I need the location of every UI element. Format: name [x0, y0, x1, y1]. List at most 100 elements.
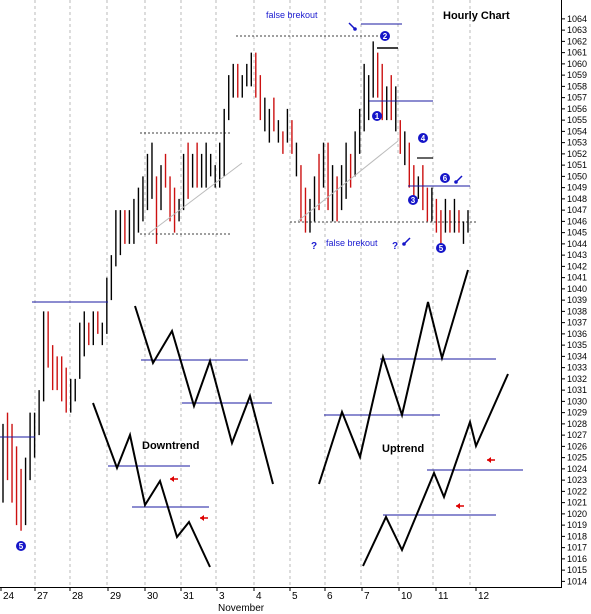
y-tick-label-1014: 1014: [567, 576, 587, 586]
y-tick-label-1022: 1022: [567, 486, 587, 496]
svg-text:2: 2: [383, 32, 388, 41]
y-tick-label-1052: 1052: [567, 149, 587, 159]
wave-marker-4: 4: [418, 133, 428, 143]
grid-lines: [34, 0, 471, 587]
wave-marker-1: 1: [372, 111, 382, 121]
y-tick-label-1058: 1058: [567, 81, 587, 91]
blue-arrow-right-tip: [454, 180, 458, 184]
blue-arrow-top-tip: [353, 27, 357, 31]
x-tick-label-10: 10: [401, 591, 413, 602]
y-tick-label-1053: 1053: [567, 138, 587, 148]
y-tick-label-1017: 1017: [567, 543, 587, 553]
question-mark-1: ?: [311, 241, 317, 252]
y-tick-label-1041: 1041: [567, 273, 587, 283]
y-tick-label-1023: 1023: [567, 475, 587, 485]
y-tick-label-1049: 1049: [567, 183, 587, 193]
x-tick-label-27: 27: [37, 591, 49, 602]
x-tick-label-6: 6: [327, 591, 333, 602]
false-breakout-top-label: false brekout: [266, 10, 318, 20]
uptrend-upper-zigzag: [318, 269, 469, 485]
svg-text:4: 4: [421, 134, 426, 143]
y-tick-label-1031: 1031: [567, 385, 587, 395]
wave-marker-2: 2: [380, 31, 390, 41]
svg-text:5: 5: [439, 244, 444, 253]
y-tick-label-1026: 1026: [567, 441, 587, 451]
downtrend-upper-zigzag: [134, 305, 274, 485]
y-tick-label-1061: 1061: [567, 48, 587, 58]
downtrend-lower-zigzag: [92, 402, 211, 568]
x-tick-label-29: 29: [110, 591, 122, 602]
downtrend-label: Downtrend: [142, 440, 199, 452]
svg-text:3: 3: [411, 196, 416, 205]
x-tick-label-5: 5: [292, 591, 298, 602]
y-tick-label-1034: 1034: [567, 351, 587, 361]
wave-marker-5-left: 5: [16, 541, 26, 551]
y-tick-label-1021: 1021: [567, 498, 587, 508]
red-arrow-4-head: [456, 503, 460, 509]
y-tick-label-1029: 1029: [567, 408, 587, 418]
y-tick-label-1025: 1025: [567, 453, 587, 463]
y-tick-label-1047: 1047: [567, 205, 587, 215]
y-tick-label-1064: 1064: [567, 14, 587, 24]
chart-title: Hourly Chart: [443, 10, 510, 22]
y-tick-label-1045: 1045: [567, 228, 587, 238]
question-mark-2: ?: [392, 241, 398, 252]
y-tick-label-1037: 1037: [567, 318, 587, 328]
y-tick-label-1063: 1063: [567, 25, 587, 35]
uptrend-label: Uptrend: [382, 443, 424, 455]
y-tick-label-1028: 1028: [567, 419, 587, 429]
y-tick-label-1050: 1050: [567, 171, 587, 181]
x-tick-label-4: 4: [256, 591, 262, 602]
chart-overlays: [0, 22, 523, 568]
trend-gray-1: [147, 162, 243, 235]
y-tick-label-1048: 1048: [567, 194, 587, 204]
y-tick-label-1062: 1062: [567, 36, 587, 46]
y-tick-label-1032: 1032: [567, 374, 587, 384]
y-tick-label-1043: 1043: [567, 250, 587, 260]
y-tick-label-1024: 1024: [567, 464, 587, 474]
y-tick-label-1040: 1040: [567, 284, 587, 294]
svg-text:5: 5: [19, 542, 24, 551]
price-bars: [2, 41, 469, 531]
uptrend-lower-zigzag: [362, 373, 509, 567]
x-tick-label-31: 31: [183, 591, 195, 602]
y-tick-label-1057: 1057: [567, 93, 587, 103]
x-tick-label-11: 11: [438, 591, 449, 602]
y-tick-label-1015: 1015: [567, 565, 587, 575]
svg-text:6: 6: [443, 174, 448, 183]
wave-marker-6: 6: [440, 173, 450, 183]
x-tick-label-7: 7: [364, 591, 370, 602]
y-tick-label-1060: 1060: [567, 59, 587, 69]
red-arrow-1-head: [170, 476, 174, 482]
y-tick-label-1020: 1020: [567, 509, 587, 519]
x-tick-label-12: 12: [478, 591, 490, 602]
x-tick-label-28: 28: [72, 591, 84, 602]
y-tick-label-1055: 1055: [567, 115, 587, 125]
month-label: November: [218, 603, 265, 614]
y-tick-label-1044: 1044: [567, 239, 587, 249]
false-breakout-bottom-label: false brekout: [326, 238, 378, 248]
blue-arrow-bottom-tip: [402, 242, 406, 246]
red-arrow-3-head: [487, 457, 491, 463]
y-tick-label-1019: 1019: [567, 520, 587, 530]
y-tick-label-1046: 1046: [567, 216, 587, 226]
y-tick-label-1056: 1056: [567, 104, 587, 114]
y-tick-label-1018: 1018: [567, 531, 587, 541]
red-arrow-2-head: [200, 515, 204, 521]
x-tick-label-30: 30: [147, 591, 159, 602]
y-tick-label-1042: 1042: [567, 261, 587, 271]
trend-gray-2: [297, 140, 399, 222]
x-axis: 24 27 28 29 30 31 3 4 5 6 7 10 11 12: [0, 587, 490, 602]
x-tick-label-3: 3: [219, 591, 225, 602]
y-tick-label-1016: 1016: [567, 554, 587, 564]
y-tick-label-1035: 1035: [567, 340, 587, 350]
y-tick-label-1038: 1038: [567, 306, 587, 316]
wave-marker-5: 5: [436, 243, 446, 253]
svg-text:1: 1: [375, 112, 380, 121]
y-tick-label-1039: 1039: [567, 295, 587, 305]
y-tick-label-1036: 1036: [567, 329, 587, 339]
wave-marker-3: 3: [408, 195, 418, 205]
